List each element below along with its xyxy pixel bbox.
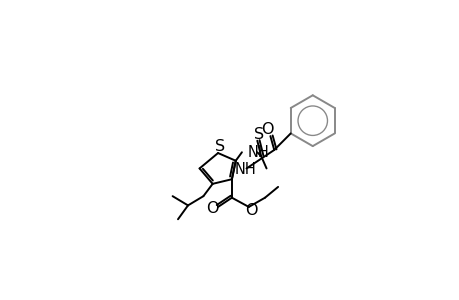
Text: NH: NH [234,162,256,177]
Text: O: O [244,203,257,218]
Text: O: O [205,201,218,216]
Text: NH: NH [247,145,269,160]
Text: S: S [214,139,224,154]
Text: O: O [261,122,273,137]
Text: S: S [253,127,263,142]
